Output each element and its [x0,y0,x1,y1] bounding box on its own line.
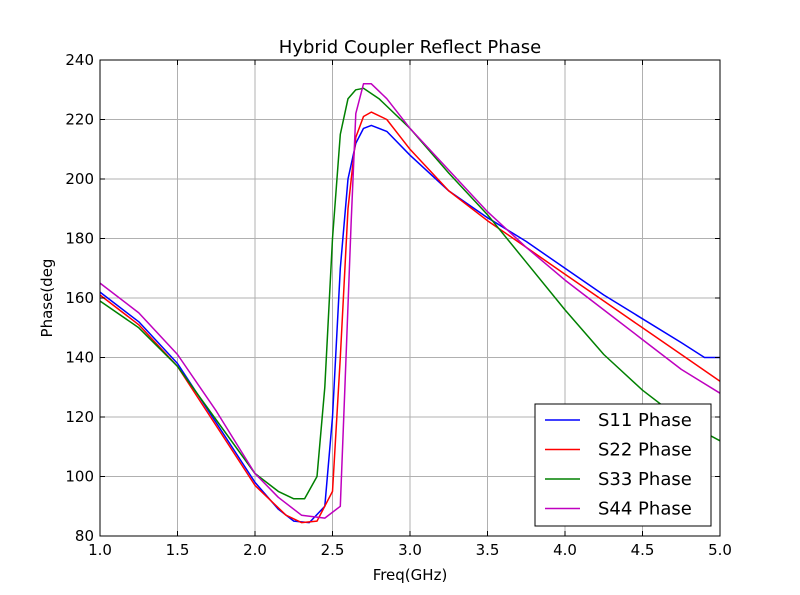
series-lines [99,83,721,524]
y-tick-label: 80 [75,527,94,545]
y-tick-label: 140 [65,349,94,367]
x-tick-label: 2.0 [243,541,267,559]
y-tick-label: 120 [65,408,94,426]
y-tick-label: 100 [65,468,94,486]
x-tick-label: 5.0 [708,541,732,559]
chart-title: Hybrid Coupler Reflect Phase [279,37,541,58]
legend-label: S11 Phase [598,410,692,431]
y-tick-label: 200 [65,170,94,188]
legend-label: S33 Phase [598,469,692,490]
y-axis-label: Phase(deg [38,259,56,338]
legend-label: S44 Phase [598,499,692,520]
x-tick-label: 2.5 [321,541,345,559]
x-axis-label: Freq(GHz) [373,566,448,584]
legend-box [534,403,712,527]
legend: S11 Phase S22 Phase S33 Phase S44 Phase [534,403,712,527]
x-tick-label: 3.5 [476,541,500,559]
x-tick-label: 3.0 [398,541,422,559]
series-line-s11-phase [99,124,720,524]
x-tick-label: 4.0 [553,541,577,559]
series-line-s44-phase [99,83,721,519]
legend-label: S22 Phase [598,440,692,461]
x-tick-label: 1.5 [166,541,190,559]
y-tick-label: 180 [65,230,94,248]
x-tick-label: 1.0 [88,541,112,559]
y-tick-label: 160 [65,289,94,307]
y-tick-label: 220 [65,111,94,129]
x-tick-label: 4.5 [631,541,655,559]
axis-ticks: 1.0 1.5 2.0 2.5 3.0 3.5 4.0 4.5 5.0 80 100 120 140 16… [65,51,732,559]
y-tick-label: 240 [65,51,94,69]
series-line-s22-phase [99,111,721,524]
